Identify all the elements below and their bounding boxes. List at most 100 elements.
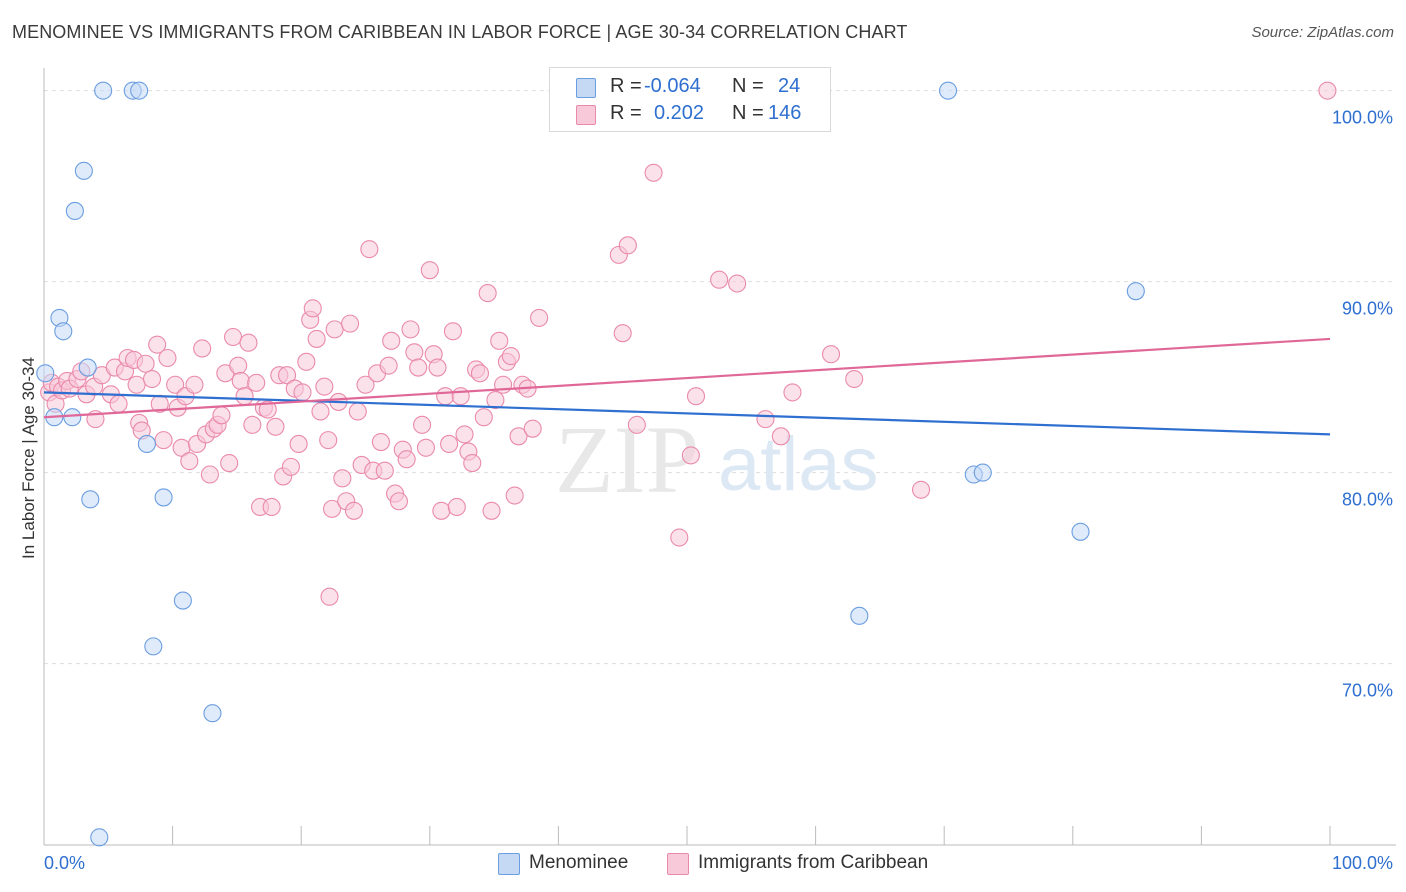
caribbean-point <box>220 453 239 473</box>
caribbean-point <box>728 274 747 293</box>
caribbean-point <box>212 406 231 425</box>
caribbean-point <box>360 240 379 259</box>
menominee-point <box>130 81 149 100</box>
caribbean-point <box>710 270 729 289</box>
legend-n-value: 24 <box>778 75 801 97</box>
caribbean-point <box>180 452 199 471</box>
menominee-point <box>36 364 55 383</box>
caribbean-point <box>644 163 663 182</box>
y-tick-label: 100.0% <box>1332 108 1393 128</box>
caribbean-point <box>375 461 394 480</box>
caribbean-point <box>323 499 342 518</box>
y-tick-label: 70.0% <box>1342 681 1393 701</box>
caribbean-point <box>148 335 167 354</box>
caribbean-point <box>293 383 312 402</box>
caribbean-point <box>509 427 528 446</box>
caribbean-point <box>389 492 408 511</box>
legend-swatch-pink <box>576 105 596 125</box>
caribbean-point <box>523 419 542 438</box>
caribbean-point <box>281 457 300 476</box>
watermark-zip: ZIP <box>555 406 699 513</box>
caribbean-point <box>307 329 326 348</box>
caribbean-point <box>193 339 212 358</box>
menominee-point <box>65 201 84 221</box>
caribbean-point <box>401 320 420 339</box>
caribbean-point <box>490 331 509 350</box>
menominee-point <box>144 637 163 656</box>
menominee-point <box>63 408 82 427</box>
caribbean-point <box>231 371 250 390</box>
legend-r-value: 0.202 <box>654 102 705 124</box>
caribbean-point <box>185 375 204 394</box>
caribbean-point <box>474 408 493 427</box>
chart-source: Source: ZipAtlas.com <box>1251 24 1394 41</box>
caribbean-point <box>428 358 447 377</box>
caribbean-point <box>382 331 401 350</box>
caribbean-point <box>154 431 173 450</box>
trend-layer <box>43 337 1331 436</box>
caribbean-point <box>258 400 277 419</box>
label-layer: 100.0% 90.0% 80.0% 70.0% 0.0% 100.0% In Labor … <box>19 108 1393 873</box>
caribbean-point <box>319 431 338 450</box>
caribbean-point <box>247 373 266 392</box>
caribbean-point <box>303 299 322 318</box>
caribbean-point <box>771 427 790 446</box>
legend-n-label: N = <box>732 75 764 97</box>
bottom-legend-swatch-blue <box>498 853 520 875</box>
legend-box: R = -0.064 N = 24 R = 0.202 N = 146 <box>549 67 831 132</box>
caribbean-point <box>1318 81 1337 100</box>
caribbean-point <box>235 387 254 406</box>
caribbean-point <box>109 394 128 413</box>
caribbean-point <box>845 369 864 389</box>
x-tick-label: 100.0% <box>1332 853 1393 873</box>
bottom-legend-caribbean: Immigrants from Caribbean <box>698 852 929 873</box>
legend-n-label: N = <box>732 102 764 124</box>
caribbean-point <box>613 324 632 343</box>
caribbean-point <box>136 354 155 373</box>
caribbean-point <box>311 402 330 421</box>
menominee-point <box>939 81 958 100</box>
caribbean-point <box>470 364 490 383</box>
caribbean-point <box>501 347 520 366</box>
caribbean-point <box>223 327 243 347</box>
caribbean-point <box>320 587 339 606</box>
caribbean-point <box>297 352 316 371</box>
caribbean-point <box>127 375 146 394</box>
caribbean-point <box>455 425 474 444</box>
caribbean-point <box>325 320 344 339</box>
caribbean-point <box>447 497 466 517</box>
caribbean-point <box>166 375 185 394</box>
caribbean-point <box>344 501 363 520</box>
caribbean-point <box>333 469 352 488</box>
caribbean-point <box>505 486 524 505</box>
y-tick-label: 80.0% <box>1342 490 1393 510</box>
caribbean-point <box>397 450 416 469</box>
caribbean-point <box>413 415 432 434</box>
caribbean-point <box>341 314 360 333</box>
caribbean-point <box>783 383 802 402</box>
caribbean-point <box>405 343 424 362</box>
caribbean-point <box>266 417 285 436</box>
pink-points <box>40 81 1337 606</box>
caribbean-point <box>420 261 439 280</box>
caribbean-point <box>239 333 258 352</box>
legend-r-label: R = <box>610 102 642 124</box>
menominee-trend-line <box>43 391 1331 436</box>
caribbean-point <box>229 356 248 375</box>
menominee-point <box>154 488 173 507</box>
caribbean-point <box>432 501 451 520</box>
caribbean-point <box>478 284 497 303</box>
legend-swatch-blue <box>576 78 596 98</box>
caribbean-point <box>443 322 462 341</box>
menominee-point <box>90 828 109 847</box>
caribbean-trend-line <box>43 337 1331 419</box>
legend-n-value: 146 <box>768 102 802 124</box>
axis-layer <box>43 68 1396 846</box>
menominee-point <box>81 490 100 509</box>
caribbean-point <box>348 402 367 421</box>
caribbean-point <box>681 446 700 465</box>
caribbean-point <box>912 480 931 499</box>
menominee-point <box>54 322 73 341</box>
caribbean-point <box>200 465 219 484</box>
blue-points <box>36 81 1145 847</box>
